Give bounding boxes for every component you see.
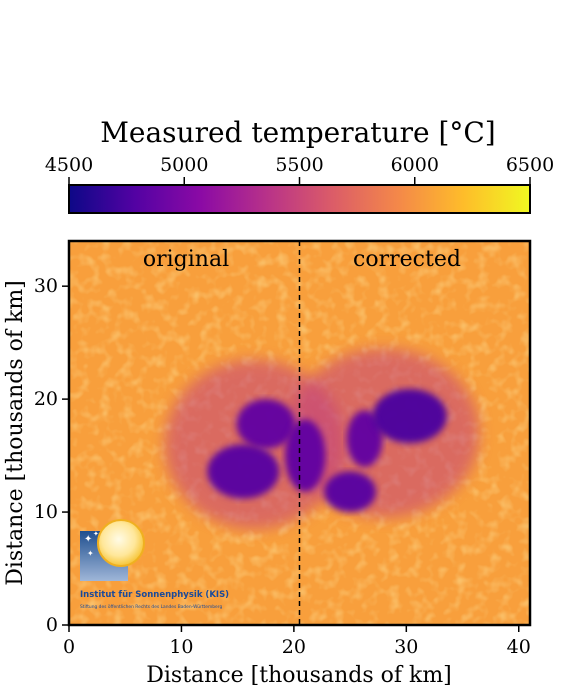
x-tick-label: 10 [169,636,193,658]
y-axis-ticks: 0 10 20 30 [34,275,69,636]
colorbar-tick-label: 4500 [45,154,93,176]
logo-sun [97,519,145,567]
x-tick-label: 30 [394,636,418,658]
panel-label-corrected: corrected [353,247,461,272]
kis-logo: ✦ ✦ ✦ Institut für Sonnenphysik (KIS) St… [80,519,229,610]
x-tick-label: 20 [282,636,306,658]
x-tick-label: 0 [63,636,75,658]
star-icon: ✦ [93,530,99,538]
colorbar-tick-label: 5000 [160,154,208,176]
x-tick-label: 40 [507,636,531,658]
heatmap-area [69,241,530,625]
right-umbra-stem [346,410,383,467]
left-umbra-lower [207,444,280,499]
x-axis-ticks: 0 10 20 30 40 [63,625,531,658]
center-umbra-left [284,419,326,492]
y-tick-label: 30 [34,275,58,297]
x-axis-label: Distance [thousands of km] [146,663,452,688]
star-icon: ✦ [87,549,94,558]
center-umbra-bottom [324,471,376,513]
right-umbra-main [372,388,447,444]
logo-title: Institut für Sonnenphysik (KIS) [80,590,229,600]
y-tick-label: 0 [46,614,58,636]
colorbar-title: Measured temperature [°C] [100,116,495,149]
star-icon: ✦ [84,534,92,545]
y-tick-label: 20 [34,388,58,410]
plot-frame [67,239,532,627]
colorbar-tick-label: 5500 [275,154,323,176]
left-umbra-upper [236,399,296,449]
colorbar [68,184,531,214]
colorbar-tick-label: 6000 [391,154,439,176]
panel-label-original: original [143,247,229,272]
colorbar-ticks: 4500 5000 5500 6000 6500 [45,154,554,185]
y-axis-label: Distance [thousands of km] [3,280,28,586]
colorbar-tick-label: 6500 [506,154,554,176]
y-tick-label: 10 [34,501,58,523]
logo-subtitle: Stiftung des öffentlichen Rechts des Lan… [80,604,222,610]
